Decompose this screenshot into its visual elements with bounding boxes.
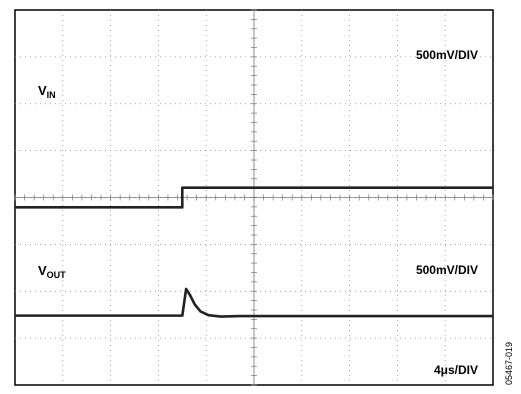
vout-label: VOUT bbox=[38, 263, 66, 280]
vin-scale-label: 500mV/DIV bbox=[416, 48, 478, 62]
trace-v-in bbox=[15, 186, 493, 209]
time-scale-label: 4μs/DIV bbox=[434, 363, 478, 377]
grid bbox=[14, 9, 494, 386]
vin-label: VIN bbox=[38, 83, 56, 100]
traces bbox=[15, 186, 493, 318]
trace-v-out bbox=[15, 287, 493, 318]
vout-scale-label: 500mV/DIV bbox=[416, 263, 478, 277]
figure-code: 05467-019 bbox=[504, 342, 514, 385]
